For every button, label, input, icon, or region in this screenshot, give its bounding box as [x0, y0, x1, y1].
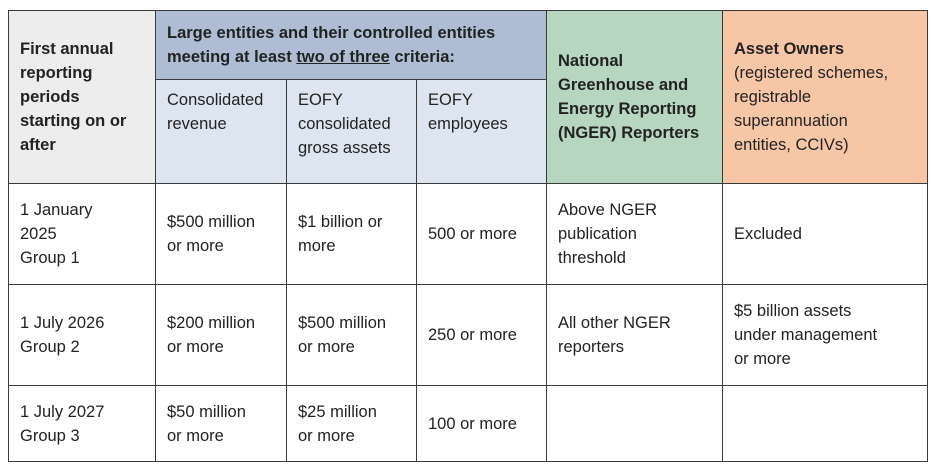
row-revenue: $200 million or more: [155, 284, 287, 386]
row-assets: $1 billion or more: [286, 183, 417, 285]
row-asset-owners: [722, 385, 928, 462]
reporting-groups-table: First annual reporting periods starting …: [8, 10, 928, 462]
header-asset-owners: Asset Owners (registered schemes, regist…: [722, 10, 928, 184]
row-nger: Above NGER publication threshold: [546, 183, 723, 285]
row-nger: [546, 385, 723, 462]
row-employees: 100 or more: [416, 385, 547, 462]
row-nger: All other NGER reporters: [546, 284, 723, 386]
row-period: 1 July 2026 Group 2: [8, 284, 156, 386]
row-asset-owners: $5 billion assets under management or mo…: [722, 284, 928, 386]
row-revenue: $50 million or more: [155, 385, 287, 462]
row-employees: 500 or more: [416, 183, 547, 285]
row-period: 1 January 2025 Group 1: [8, 183, 156, 285]
header-large-entities-prefix: Large entities and their controlled enti…: [167, 24, 496, 66]
row-revenue: $500 million or more: [155, 183, 287, 285]
table-row: 1 July 2027 Group 3 $50 million or more …: [8, 385, 928, 462]
header-reporting-periods: First annual reporting periods starting …: [8, 10, 156, 184]
row-period: 1 July 2027 Group 3: [8, 385, 156, 462]
header-employees: EOFY employees: [416, 79, 547, 184]
header-large-entities: Large entities and their controlled enti…: [155, 10, 547, 80]
row-asset-owners: Excluded: [722, 183, 928, 285]
header-nger-reporters: National Greenhouse and Energy Reporting…: [546, 10, 723, 184]
header-large-entities-underlined: two of three: [296, 48, 390, 66]
row-assets: $500 million or more: [286, 284, 417, 386]
header-large-entities-suffix: criteria:: [389, 48, 455, 66]
table-row: 1 January 2025 Group 1 $500 million or m…: [8, 183, 928, 285]
header-asset-owners-title: Asset Owners: [734, 40, 845, 58]
header-consolidated-revenue: Consolidated revenue: [155, 79, 287, 184]
header-gross-assets: EOFY consolidated gross assets: [286, 79, 417, 184]
header-asset-owners-detail: (registered schemes, registrable superan…: [734, 64, 889, 154]
table-row: 1 July 2026 Group 2 $200 million or more…: [8, 284, 928, 386]
row-assets: $25 million or more: [286, 385, 417, 462]
row-employees: 250 or more: [416, 284, 547, 386]
